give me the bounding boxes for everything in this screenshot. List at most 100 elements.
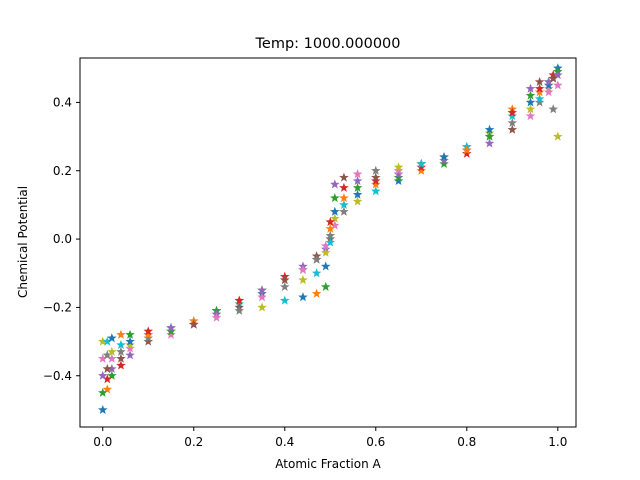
data-point	[280, 281, 290, 291]
data-point	[439, 155, 449, 165]
data-point	[116, 329, 126, 339]
data-point	[125, 340, 135, 350]
data-point	[393, 176, 404, 186]
data-point	[107, 370, 117, 380]
data-point	[107, 353, 117, 363]
data-point	[330, 193, 340, 203]
data-point	[234, 295, 245, 305]
data-point	[116, 353, 126, 363]
data-point	[352, 176, 363, 186]
data-point	[257, 292, 267, 302]
x-tick-label: 1.0	[548, 435, 567, 449]
data-point	[339, 199, 349, 209]
data-point	[143, 326, 154, 336]
x-axis-label: Atomic Fraction A	[275, 457, 381, 471]
data-point	[371, 186, 381, 196]
data-point	[543, 80, 554, 90]
data-point	[143, 329, 154, 339]
data-point	[534, 76, 545, 86]
data-point	[525, 104, 536, 114]
x-tick-label: 0.8	[457, 435, 476, 449]
x-tick-label: 0.4	[275, 435, 294, 449]
data-point	[257, 285, 267, 295]
data-point	[484, 131, 495, 141]
data-point	[371, 176, 381, 186]
data-point	[525, 90, 536, 100]
data-point	[484, 124, 495, 134]
y-tick-label: −0.2	[43, 300, 72, 314]
data-point	[439, 152, 449, 162]
data-point	[166, 326, 176, 336]
y-axis-label: Chemical Potential	[16, 186, 30, 298]
data-point	[339, 172, 349, 182]
data-point	[325, 237, 336, 247]
data-point	[211, 312, 222, 322]
data-point	[548, 73, 558, 83]
data-point	[116, 360, 126, 370]
data-point	[416, 158, 427, 168]
data-point	[320, 240, 331, 250]
data-point	[102, 363, 113, 373]
data-point	[98, 353, 108, 363]
y-tick-label: −0.4	[43, 369, 72, 383]
data-point	[534, 83, 545, 93]
y-tick-label: 0.2	[53, 164, 72, 178]
data-point	[125, 336, 135, 346]
data-point	[371, 165, 381, 175]
data-point	[543, 76, 554, 86]
data-point	[393, 172, 404, 182]
data-point	[257, 302, 267, 312]
data-point	[330, 179, 340, 189]
y-axis: −0.4 −0.2 0.0 0.2 0.4	[43, 95, 80, 383]
data-point	[107, 346, 117, 356]
data-point	[525, 111, 536, 121]
data-point	[507, 107, 518, 117]
data-point	[416, 162, 427, 172]
data-point	[102, 336, 113, 346]
x-axis: 0.0 0.2 0.4 0.6 0.8 1.0	[93, 427, 567, 449]
data-point	[352, 169, 363, 179]
data-point	[534, 87, 545, 97]
data-point	[439, 158, 449, 168]
data-point	[339, 193, 349, 203]
data-point	[525, 97, 536, 107]
data-point	[462, 145, 472, 155]
data-point	[352, 189, 363, 199]
data-point	[543, 87, 554, 97]
data-point	[98, 336, 108, 346]
data-point	[507, 117, 518, 127]
data-point	[325, 223, 336, 233]
data-point	[320, 281, 331, 291]
data-point	[116, 340, 126, 350]
data-point	[280, 275, 290, 285]
data-point	[339, 206, 349, 216]
y-tick-label: 0.4	[53, 95, 72, 109]
data-point	[339, 182, 349, 192]
data-point	[311, 268, 322, 278]
data-point	[371, 172, 381, 182]
data-point	[189, 319, 199, 329]
data-point	[462, 148, 472, 158]
data-point	[107, 363, 117, 373]
data-point	[393, 162, 404, 172]
series-5	[98, 76, 563, 346]
data-point	[116, 346, 126, 356]
data-point	[125, 350, 135, 360]
data-marks	[98, 63, 563, 414]
data-point	[98, 404, 108, 414]
data-point	[352, 182, 363, 192]
data-point	[311, 288, 322, 298]
chart-title: Temp: 1000.000000	[255, 36, 401, 52]
plot-frame	[79, 57, 577, 428]
data-point	[166, 322, 176, 332]
data-point	[102, 384, 113, 394]
data-point	[507, 111, 518, 121]
y-tick-label: 0.0	[53, 232, 72, 246]
data-point	[143, 336, 154, 346]
data-point	[534, 97, 545, 107]
data-point	[298, 275, 308, 285]
data-point	[416, 165, 427, 175]
data-point	[98, 387, 108, 397]
